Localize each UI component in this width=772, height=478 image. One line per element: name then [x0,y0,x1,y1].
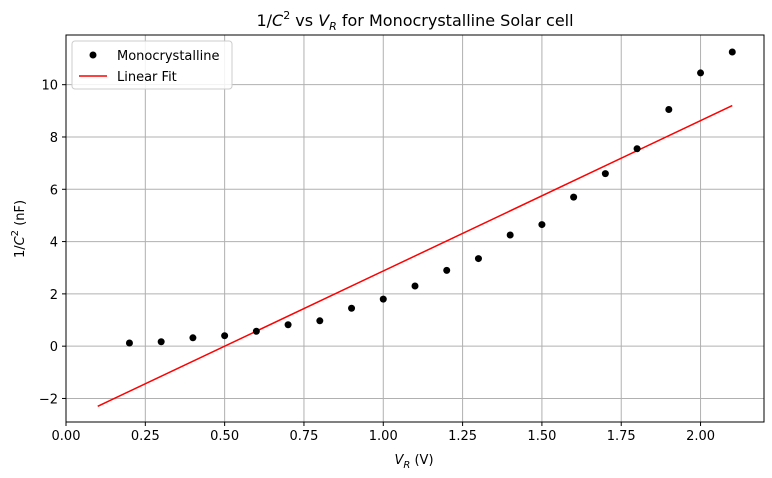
linear-fit-layer [97,104,733,407]
data-point [474,255,482,263]
chart-title: 1/C2 vs VR for Monocrystalline Solar cel… [256,9,573,33]
x-axis-label: VR (V) [394,453,433,471]
data-point [697,69,705,77]
y-tick-label: 2 [50,288,58,303]
data-point [157,338,165,346]
linear-fit-line [97,104,733,407]
scatter-points [125,48,736,347]
x-axis-ticks: 0.00 0.25 0.50 0.75 1.00 1.25 1.50 1.75 2.00 [52,422,715,444]
legend-marker-monocrystalline [89,51,97,59]
x-tick-label: 0.50 [210,429,239,444]
legend-box [71,40,233,90]
data-point [633,145,641,153]
data-point [379,295,387,303]
legend: Monocrystalline Linear Fit [71,40,233,90]
y-tick-label: 10 [41,79,58,94]
data-point [125,339,133,347]
data-point [189,334,197,342]
data-point [348,304,356,312]
x-tick-label: 0.75 [289,429,318,444]
data-point [284,321,292,329]
y-tick-label: 0 [50,340,58,355]
x-tick-label: 0.00 [52,429,81,444]
svg-text:VR (V): VR (V) [394,453,433,471]
grid [65,35,764,422]
data-point [221,332,229,340]
svg-text:1/C2 vs VR for Monocrystalline: 1/C2 vs VR for Monocrystalline Solar cel… [256,9,573,33]
x-tick-label: 2.00 [686,429,715,444]
data-point [316,317,324,325]
data-point [506,231,514,239]
data-point [538,221,546,229]
x-tick-label: 1.25 [448,429,477,444]
plot-frame [65,34,765,423]
data-point [443,266,451,274]
y-tick-label: −2 [39,392,58,407]
legend-label-linear-fit: Linear Fit [117,70,177,85]
data-point [728,48,736,56]
x-tick-label: 1.00 [369,429,398,444]
y-axis-label: 1/C2 (nF) [10,200,28,258]
legend-label-monocrystalline: Monocrystalline [117,49,219,64]
y-tick-label: 4 [50,236,58,251]
y-tick-label: 8 [50,131,58,146]
data-point [665,106,673,114]
svg-text:1/C2 (nF): 1/C2 (nF) [10,200,28,258]
data-point [570,193,578,201]
data-point [411,282,419,290]
y-axis-ticks: −2 0 2 4 6 8 10 [39,79,66,407]
x-tick-label: 0.25 [131,429,160,444]
y-tick-label: 6 [50,183,58,198]
x-tick-label: 1.75 [607,429,636,444]
x-tick-label: 1.50 [527,429,556,444]
data-point [601,170,609,178]
data-point [252,327,260,335]
